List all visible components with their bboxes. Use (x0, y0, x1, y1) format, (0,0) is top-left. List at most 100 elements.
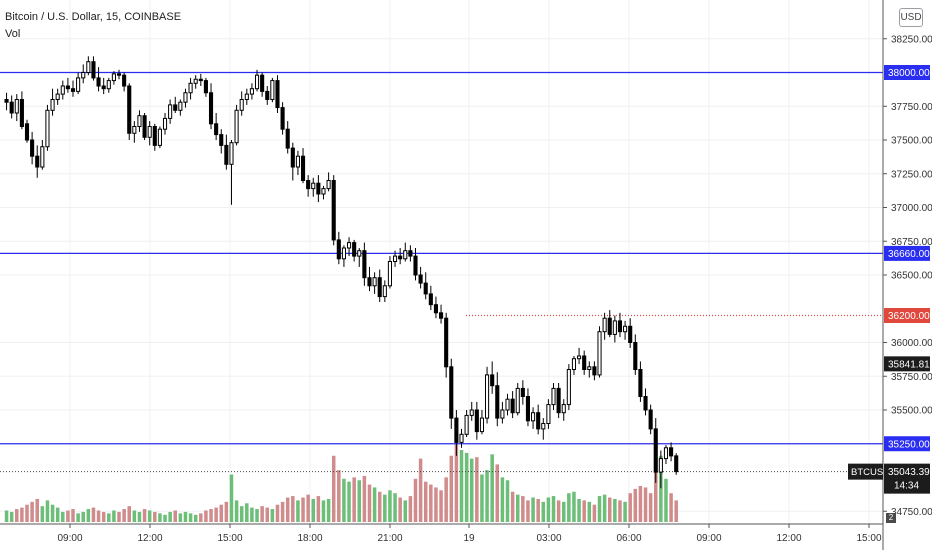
volume-bar (153, 511, 157, 522)
volume-bar (280, 501, 285, 522)
candle-body (669, 447, 674, 457)
candle-body (531, 412, 536, 422)
volume-bar (76, 513, 80, 522)
volume-bar (86, 509, 91, 522)
volume-bar (475, 457, 479, 522)
volume-indicator-label[interactable]: Vol (5, 28, 21, 40)
volume-bar (526, 500, 530, 522)
candle-body (326, 180, 331, 190)
volume-bar (602, 494, 607, 522)
volume-bar (413, 478, 418, 522)
level-price-label-bg (884, 245, 930, 261)
level-price-label: 35250.00 (888, 439, 930, 450)
volume-bar (214, 507, 218, 522)
candle-body (147, 126, 152, 138)
volume-bar (454, 428, 459, 522)
volume-bar (71, 509, 75, 522)
volume-bar (664, 478, 668, 522)
currency-badge[interactable]: USD (899, 8, 923, 27)
volume-bar (137, 511, 142, 522)
volume-bar (239, 506, 244, 522)
volume-bar (653, 458, 658, 522)
candle-body (239, 99, 244, 111)
candle-body (571, 358, 577, 371)
volume-bar (669, 493, 673, 522)
candle-body (495, 385, 500, 419)
price-tick-label: 36750.00 (891, 237, 932, 248)
volume-bar (337, 470, 341, 522)
volume-bar (531, 497, 535, 522)
candle-body (602, 317, 607, 333)
candle-body (178, 101, 183, 111)
volume-bar (188, 513, 193, 522)
candle-body (658, 458, 663, 473)
candle-body (254, 74, 260, 90)
volume-bar (55, 507, 60, 522)
price-tick-label: 36500.00 (891, 271, 932, 282)
candle-body (86, 61, 91, 74)
volume-bar (597, 496, 602, 522)
candle-body (612, 320, 617, 335)
volume-bar (35, 498, 39, 522)
price-tick-label: 38250.00 (891, 34, 932, 45)
volume-bar (168, 511, 172, 522)
candle-body (674, 455, 679, 473)
candle-body (525, 396, 531, 422)
candle-body (249, 88, 254, 95)
candle-body (633, 342, 638, 370)
candle-body (152, 126, 157, 146)
time-axis[interactable]: 09:00 12:00 15:00 18:00 21:00 19 03:00 06:00 09:… (57, 524, 882, 544)
candle-body (346, 242, 352, 249)
candle-body (122, 74, 127, 87)
candle-body (428, 293, 433, 306)
level-price-label: 36660.00 (888, 249, 930, 260)
level-price-label-bg (884, 65, 930, 80)
volume-bar (510, 491, 515, 522)
candle-body (244, 93, 249, 100)
candle-body (45, 109, 50, 148)
volume-bar (418, 458, 423, 522)
candle-body (188, 82, 193, 94)
candle-body (597, 331, 602, 376)
volume-bar (96, 510, 101, 522)
volume-bar (127, 506, 131, 522)
candle-body (485, 374, 490, 419)
time-tick-label: 09:00 (57, 533, 82, 544)
candle-body (270, 80, 275, 100)
time-tick-label: 21:00 (377, 533, 402, 544)
volume-bar (132, 510, 137, 522)
volume-bar (45, 500, 50, 522)
chart-legend: Bitcoin / U.S. Dollar, 15, COINBASE Vol (5, 9, 181, 43)
volume-bar (25, 504, 29, 522)
candle-body (464, 414, 469, 435)
volume-bar (638, 486, 643, 522)
level-price-label: 38000.00 (888, 68, 930, 79)
grid (0, 0, 883, 524)
volume-bar (480, 474, 484, 522)
candle-body (173, 104, 178, 111)
candle-body (311, 182, 316, 190)
candle-body (362, 250, 367, 279)
symbol-label-bg (848, 463, 883, 480)
volume-bar (331, 455, 336, 522)
candle-body (285, 128, 290, 149)
candle-body (408, 250, 413, 257)
volume-bar (648, 493, 653, 522)
last-price-label-bg (884, 463, 930, 494)
candle-body (55, 93, 60, 100)
candle-body (280, 107, 285, 130)
volume-bar (306, 494, 310, 522)
candle-body (142, 115, 147, 138)
volume-bar (245, 503, 249, 522)
candle-body (14, 99, 19, 114)
volume-bar (561, 501, 566, 522)
candle-body (392, 255, 398, 263)
scale-settings-icon[interactable]: 2 (886, 513, 896, 523)
volume-bar (434, 487, 438, 522)
volume-bar (296, 500, 300, 522)
volume-bar (398, 497, 402, 522)
candle-body (387, 261, 392, 287)
